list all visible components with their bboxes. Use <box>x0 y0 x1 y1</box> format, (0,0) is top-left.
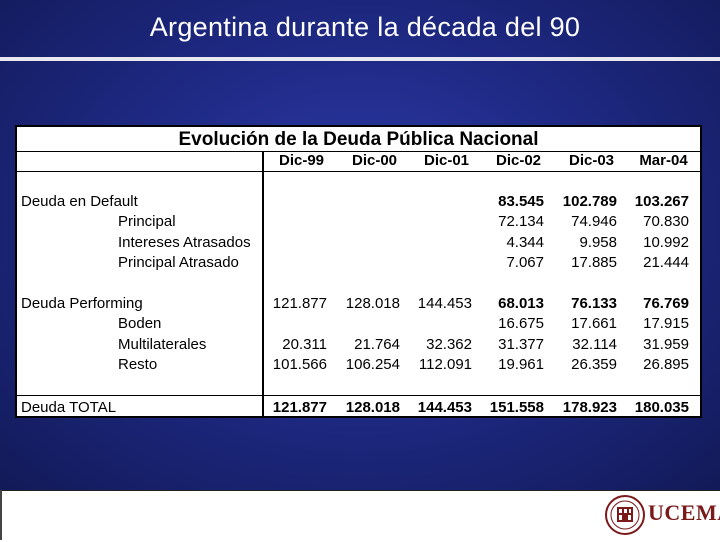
table-cell: 74.946 <box>571 213 617 230</box>
table-cell: 17.661 <box>571 315 617 332</box>
table-cell: 16.675 <box>498 315 544 332</box>
table-cell: 17.885 <box>571 254 617 271</box>
row-label: Resto <box>118 356 158 373</box>
table-cell: 103.267 <box>634 193 689 210</box>
table-cell: 9.958 <box>579 234 617 251</box>
ucema-logo: UCEMA <box>604 493 720 537</box>
table-cell: 128.018 <box>345 295 400 312</box>
logo-wordmark: UCEMA <box>648 500 720 525</box>
table-cell: 21.444 <box>643 254 689 271</box>
table-cell: 26.359 <box>571 356 617 373</box>
table-cell: 4.344 <box>506 234 544 251</box>
column-header: Dic-99 <box>278 152 325 169</box>
ucema-seal-icon <box>605 495 645 535</box>
table-header-divider <box>17 171 700 172</box>
table-cell: 7.067 <box>506 254 544 271</box>
table-cell: 112.091 <box>418 356 472 373</box>
table-label-divider <box>262 151 264 416</box>
table-cell: 21.764 <box>354 336 400 353</box>
column-header: Dic-02 <box>495 152 542 169</box>
footer-bar <box>0 490 720 541</box>
row-label: Principal Atrasado <box>118 254 239 271</box>
table-cell: 32.114 <box>572 336 617 353</box>
column-header: Dic-03 <box>568 152 615 169</box>
table-cell: 26.895 <box>643 356 689 373</box>
row-label: Deuda Performing <box>21 295 143 312</box>
table-cell: 76.133 <box>571 295 617 312</box>
row-label: Deuda en Default <box>21 193 138 210</box>
column-header: Dic-00 <box>351 152 398 169</box>
table-cell: 106.254 <box>345 356 400 373</box>
column-header: Dic-01 <box>423 152 470 169</box>
debt-table: Evolución de la Deuda Pública Nacional D… <box>15 125 702 418</box>
table-title: Evolución de la Deuda Pública Nacional <box>178 129 539 150</box>
table-cell: 31.959 <box>643 336 689 353</box>
table-cell: 83.545 <box>498 193 544 210</box>
table-cell: 70.830 <box>643 213 689 230</box>
table-cell: 20.311 <box>282 336 327 353</box>
table-cell: 101.566 <box>272 356 327 373</box>
table-total-divider <box>17 395 700 396</box>
table-cell: 72.134 <box>498 213 544 230</box>
table-cell: 151.558 <box>489 399 544 416</box>
table-title-divider <box>17 151 700 152</box>
table-cell: 121.877 <box>272 399 327 416</box>
slide-title: Argentina durante la década del 90 <box>149 12 581 42</box>
table-cell: 180.035 <box>634 399 689 416</box>
table-cell: 76.769 <box>643 295 689 312</box>
table-cell: 32.362 <box>426 336 472 353</box>
table-cell: 31.377 <box>498 336 544 353</box>
table-cell: 17.915 <box>643 315 689 332</box>
row-label: Deuda TOTAL <box>21 399 117 416</box>
title-divider <box>0 57 720 61</box>
table-cell: 121.877 <box>272 295 327 312</box>
row-label: Boden <box>118 315 162 332</box>
row-label: Multilaterales <box>118 336 207 353</box>
footer-edge <box>0 490 2 540</box>
table-cell: 144.453 <box>417 295 472 312</box>
row-label: Intereses Atrasados <box>118 234 251 251</box>
table-cell: 102.789 <box>562 193 617 210</box>
table-cell: 10.992 <box>643 234 689 251</box>
table-cell: 178.923 <box>562 399 617 416</box>
table-cell: 144.453 <box>417 399 472 416</box>
column-header: Mar-04 <box>639 152 688 169</box>
table-cell: 19.961 <box>498 356 544 373</box>
row-label: Principal <box>118 213 176 230</box>
table-cell: 68.013 <box>498 295 544 312</box>
table-cell: 128.018 <box>345 399 400 416</box>
